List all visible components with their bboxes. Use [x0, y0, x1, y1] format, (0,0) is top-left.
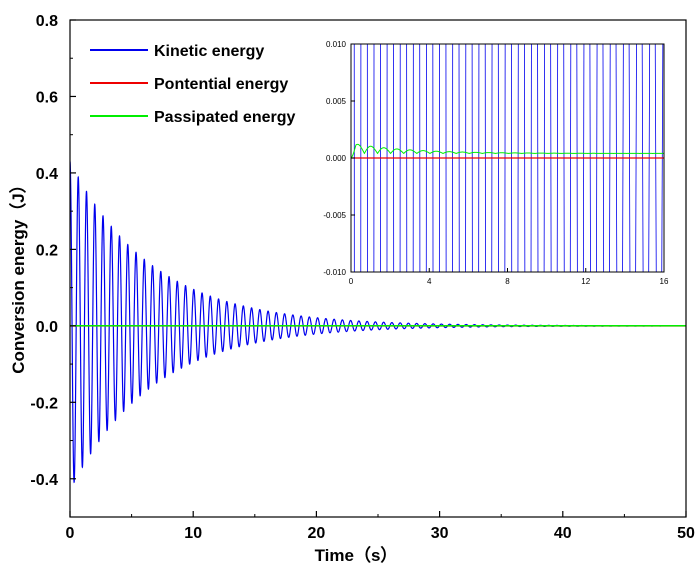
inset-x-tick-label: 8: [505, 277, 510, 286]
y-tick-label: 0.0: [36, 319, 58, 336]
inset-x-tick-label: 4: [427, 277, 432, 286]
y-tick-label: 0.4: [36, 166, 58, 183]
inset-x-tick-label: 0: [349, 277, 354, 286]
x-tick-label: 40: [554, 525, 572, 542]
main-series-group: [70, 161, 686, 484]
x-tick-label: 50: [677, 525, 695, 542]
y-tick-label: 0.2: [36, 242, 58, 259]
inset-y-tick-label: 0.005: [326, 97, 347, 106]
x-axis-label: Time（s）: [315, 545, 398, 565]
legend: Kinetic energy Pontential energy Passipa…: [90, 43, 296, 126]
inset-y-axis: -0.010 -0.005 0.000 0.005 0.010: [323, 40, 355, 277]
inset-y-tick-label: 0.000: [326, 154, 347, 163]
inset-y-tick-label: 0.010: [326, 40, 347, 49]
legend-label-dissipated: Passipated energy: [154, 109, 296, 126]
y-tick-label: -0.4: [30, 472, 58, 489]
inset-x-axis: 0 4 8 12 16: [349, 268, 669, 286]
inset-y-tick-label: -0.005: [323, 211, 346, 220]
y-tick-label: 0.8: [36, 13, 58, 30]
main-x-axis: 0 10 20 30 40 50: [66, 511, 695, 542]
y-tick-label: 0.6: [36, 89, 58, 106]
inset-chart: 0 4 8 12 16 -0.010 -0.005 0.000 0.005 0.010: [323, 40, 669, 286]
inset-series-group: [351, 44, 664, 272]
inset-dissipated-energy-line: [351, 143, 664, 159]
inset-y-tick-label: -0.010: [323, 268, 346, 277]
y-axis-label: Conversion energy（J）: [8, 176, 28, 373]
x-tick-label: 20: [308, 525, 326, 542]
main-y-axis: -0.4 -0.2 0.0 0.2 0.4 0.6 0.8: [30, 13, 76, 518]
x-tick-label: 0: [66, 525, 75, 542]
inset-x-tick-label: 16: [660, 277, 669, 286]
x-tick-label: 30: [431, 525, 449, 542]
inset-x-tick-label: 12: [581, 277, 590, 286]
legend-label-kinetic: Kinetic energy: [154, 43, 264, 60]
legend-label-potential: Pontential energy: [154, 76, 288, 93]
main-chart: 0 10 20 30 40 50 -0.4-0.20.00.20.40.60.8 Time…: [8, 13, 695, 565]
x-tick-label: 10: [184, 525, 202, 542]
y-tick-label: -0.2: [30, 395, 58, 412]
